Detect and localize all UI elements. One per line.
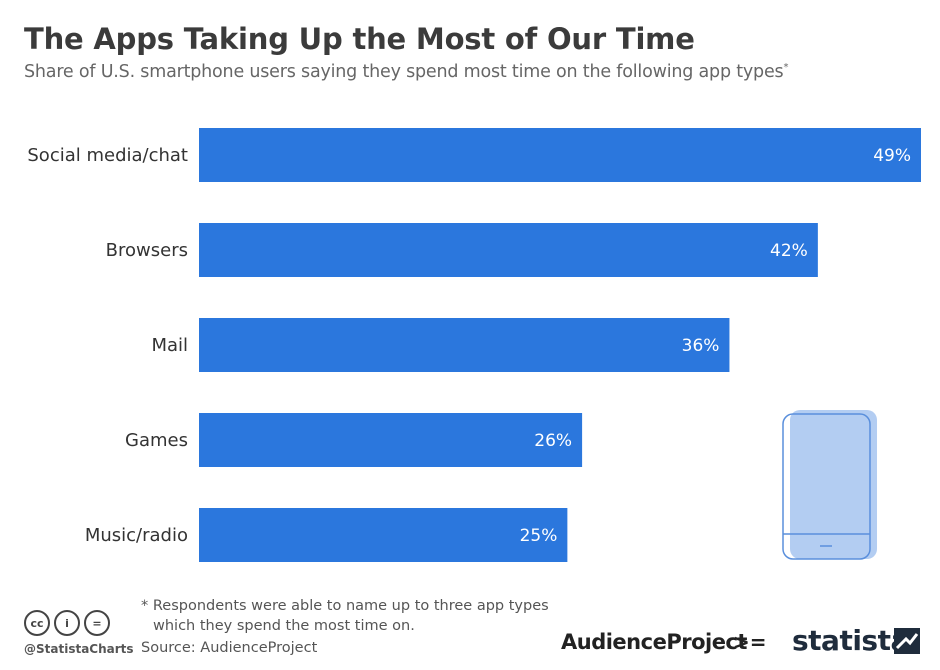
subtitle-text: Share of U.S. smartphone users saying th… bbox=[24, 62, 784, 82]
by-icon: i bbox=[54, 610, 80, 636]
value-label: 25% bbox=[520, 526, 558, 546]
category-label: Mail bbox=[151, 335, 188, 356]
bar-mail bbox=[199, 318, 730, 372]
bar-social-media-chat bbox=[199, 128, 921, 182]
category-label: Browsers bbox=[106, 240, 188, 261]
audienceproject-logo: AudienceProject bbox=[561, 630, 747, 654]
footnote-line-2: which they spend the most time on. bbox=[153, 618, 415, 634]
statista-logo: statista bbox=[792, 624, 909, 657]
chart-subtitle: Share of U.S. smartphone users saying th… bbox=[24, 62, 788, 82]
statista-mark-icon bbox=[894, 628, 920, 654]
subtitle-asterisk: * bbox=[783, 62, 789, 74]
footnote: * Respondents were able to name up to th… bbox=[141, 596, 549, 636]
bar-chart: Social media/chat 49% Browsers 42% Mail 36% Ga… bbox=[27, 128, 921, 562]
category-label: Social media/chat bbox=[27, 145, 188, 166]
license-icons: cc i = bbox=[24, 610, 110, 636]
value-label: 42% bbox=[770, 241, 808, 261]
bar-browsers bbox=[199, 223, 818, 277]
value-label: 26% bbox=[534, 431, 572, 451]
value-label: 36% bbox=[682, 336, 720, 356]
footnote-line-1: * Respondents were able to name up to th… bbox=[141, 598, 549, 614]
bar-music-radio bbox=[199, 508, 568, 562]
smartphone-illustration bbox=[782, 410, 877, 560]
category-label: Games bbox=[125, 430, 188, 451]
value-label: 49% bbox=[873, 146, 911, 166]
chart-title: The Apps Taking Up the Most of Our Time bbox=[24, 22, 695, 56]
category-label: Music/radio bbox=[85, 525, 188, 546]
statista-handle: @StatistaCharts bbox=[24, 642, 134, 656]
bar-games bbox=[199, 413, 583, 467]
nd-icon: = bbox=[84, 610, 110, 636]
cc-icon: cc bbox=[24, 610, 50, 636]
audienceproject-mark-icon: >= bbox=[733, 630, 767, 654]
source-note: Source: AudienceProject bbox=[141, 640, 318, 656]
